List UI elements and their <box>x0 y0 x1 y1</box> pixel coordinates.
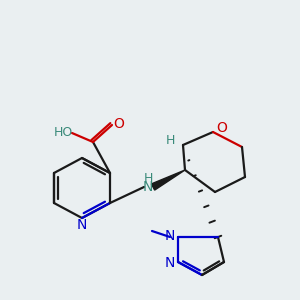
Polygon shape <box>152 170 185 190</box>
Text: HO: HO <box>53 125 73 139</box>
Text: N: N <box>143 180 153 194</box>
Text: H: H <box>165 134 175 148</box>
Text: H: H <box>143 172 153 185</box>
Text: N: N <box>165 229 175 243</box>
Text: N: N <box>165 256 175 270</box>
Text: O: O <box>217 121 227 135</box>
Text: N: N <box>77 218 87 232</box>
Text: O: O <box>114 117 124 131</box>
